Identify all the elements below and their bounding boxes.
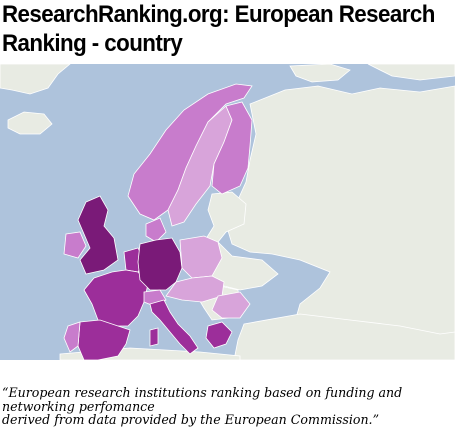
country-greece xyxy=(205,321,233,349)
caption-line-3: derived from data provided by the Europe… xyxy=(2,412,380,427)
europe-map xyxy=(0,64,455,360)
land-turkey xyxy=(233,313,455,360)
caption-line-2: networking perfomance xyxy=(2,398,155,414)
country-united-kingdom xyxy=(77,195,119,275)
land-russia xyxy=(225,85,455,360)
country-denmark xyxy=(145,217,167,243)
country-finland xyxy=(211,101,253,195)
title-line-1: ResearchRanking.org: European Research xyxy=(2,1,435,28)
country-romania-bulgaria xyxy=(211,291,251,319)
title-line-2: Ranking - country xyxy=(2,30,183,57)
land-greenland xyxy=(0,64,71,95)
country-poland xyxy=(179,235,223,279)
country-italy xyxy=(149,299,199,355)
caption: “European research institutions ranking … xyxy=(2,386,454,427)
country-spain xyxy=(77,319,131,360)
caption-line-1: “European research institutions ranking … xyxy=(2,385,403,400)
europe-map-svg xyxy=(0,64,455,360)
country-portugal xyxy=(63,321,81,353)
land-iceland xyxy=(7,111,53,135)
country-sardinia xyxy=(149,327,159,347)
page-title: ResearchRanking.org: European Research R… xyxy=(2,0,435,58)
country-france xyxy=(83,269,149,327)
country-ireland xyxy=(63,231,87,259)
land-arctic-islands xyxy=(289,64,455,83)
